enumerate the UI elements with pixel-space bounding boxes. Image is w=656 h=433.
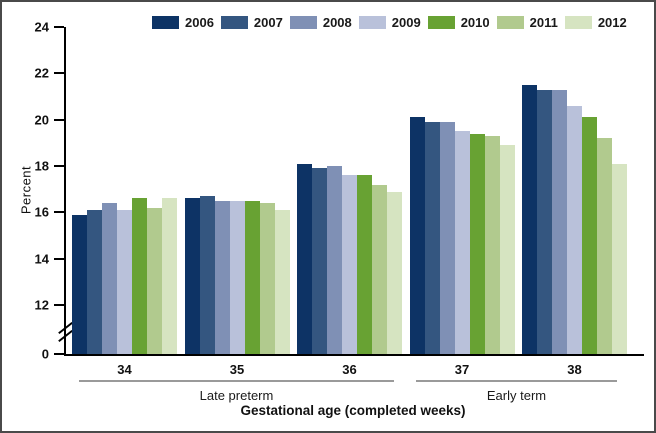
legend-item-2011: 2011 (496, 15, 558, 30)
bar-group-36 (297, 163, 402, 354)
bar-2009-week36 (342, 175, 357, 354)
y-tick-24 (54, 26, 64, 28)
legend-swatch-2010 (427, 16, 455, 29)
bar-2011-week38 (597, 138, 612, 354)
y-tick-label-14: 14 (34, 251, 49, 267)
legend-swatch-2007 (220, 16, 248, 29)
y-tick-label-18: 18 (34, 158, 49, 174)
bar-2007-week34 (87, 210, 102, 354)
bar-2006-week36 (297, 163, 312, 354)
y-tick-label-22: 22 (34, 65, 49, 81)
legend: 2006 2007 2008 2009 2010 2011 2012 (152, 16, 627, 29)
bar-2012-week36 (387, 191, 402, 354)
y-tick-22 (54, 72, 64, 75)
bar-2007-week38 (537, 89, 552, 354)
bar-2009-week37 (454, 131, 470, 354)
bar-2010-week37 (469, 133, 485, 354)
legend-label: 2011 (529, 15, 558, 30)
legend-item-2012: 2012 (564, 15, 627, 30)
bar-2012-week34 (162, 198, 177, 354)
bar-2009-week34 (117, 210, 132, 354)
late-preterm-span-label: Late preterm (199, 388, 274, 403)
x-tick-label-34: 34 (117, 362, 132, 377)
bar-group-34 (72, 198, 177, 354)
x-tick-label-36: 36 (342, 362, 357, 377)
bar-2012-week35 (274, 210, 290, 354)
y-tick-label-20: 20 (34, 112, 49, 128)
bar-2009-week38 (567, 105, 582, 354)
legend-item-2008: 2008 (289, 15, 352, 30)
early-term-span-label: Early term (486, 388, 547, 403)
bar-2006-week37 (409, 117, 425, 354)
bar-2012-week38 (612, 163, 627, 354)
bar-2008-week36 (327, 166, 342, 354)
plot-area: Late preterm Early term 24 22 20 18 16 14 12 0 3… (35, 21, 644, 403)
y-axis-title: Percent (18, 165, 34, 215)
bar-2011-week36 (372, 184, 387, 354)
legend-swatch-2012 (564, 16, 592, 29)
bar-2011-week34 (147, 207, 162, 354)
x-tick-label-38: 38 (567, 362, 582, 377)
y-tick-16 (54, 211, 64, 214)
y-tick-label-24: 24 (34, 19, 49, 35)
y-tick-0 (54, 353, 64, 355)
x-tick-label-37: 37 (454, 362, 470, 377)
legend-label: 2006 (185, 15, 214, 30)
bar-2010-week34 (132, 198, 147, 354)
bar-2011-week35 (259, 203, 275, 354)
legend-swatch-2009 (358, 16, 386, 29)
bar-2008-week34 (102, 203, 117, 354)
bar-2007-week35 (199, 196, 215, 354)
bar-group-38 (522, 84, 627, 354)
bar-2009-week35 (229, 200, 245, 354)
late-preterm-span-line (79, 380, 394, 382)
bar-2012-week37 (499, 145, 515, 354)
x-axis-title: Gestational age (completed weeks) (240, 403, 466, 418)
bar-2008-week35 (214, 200, 230, 354)
legend-item-2009: 2009 (358, 15, 421, 30)
legend-label: 2012 (597, 15, 627, 30)
legend-item-2010: 2010 (427, 15, 490, 30)
y-tick-label-12: 12 (34, 297, 49, 313)
bar-2006-week38 (522, 84, 537, 354)
y-tick-label-0: 0 (41, 346, 49, 362)
y-tick-20 (54, 118, 64, 121)
bar-2006-week35 (184, 198, 200, 354)
bar-group-37 (409, 117, 515, 354)
legend-swatch-2008 (289, 16, 317, 29)
bar-2010-week36 (357, 175, 372, 354)
legend-swatch-2006 (152, 16, 179, 29)
legend-label: 2007 (253, 15, 283, 30)
bar-group-35 (184, 196, 290, 354)
legend-label: 2009 (391, 15, 421, 30)
bar-2008-week38 (552, 89, 567, 354)
legend-label: 2010 (460, 15, 490, 30)
bar-2010-week38 (582, 117, 597, 354)
y-tick-18 (54, 165, 64, 167)
x-tick-label-35: 35 (229, 362, 245, 377)
legend-label: 2008 (322, 15, 352, 30)
y-tick-12 (54, 304, 64, 306)
legend-swatch-2011 (496, 16, 524, 29)
y-tick-label-16: 16 (34, 204, 49, 220)
bar-2008-week37 (439, 122, 455, 354)
early-term-span-line (416, 380, 617, 382)
bar-2011-week37 (484, 135, 500, 354)
bar-2007-week36 (312, 168, 327, 354)
legend-item-2006: 2006 (152, 16, 214, 29)
bar-2010-week35 (244, 200, 260, 354)
y-tick-14 (54, 257, 64, 260)
bar-2007-week37 (424, 122, 440, 354)
bar-2006-week34 (72, 214, 87, 354)
legend-item-2007: 2007 (220, 15, 283, 30)
